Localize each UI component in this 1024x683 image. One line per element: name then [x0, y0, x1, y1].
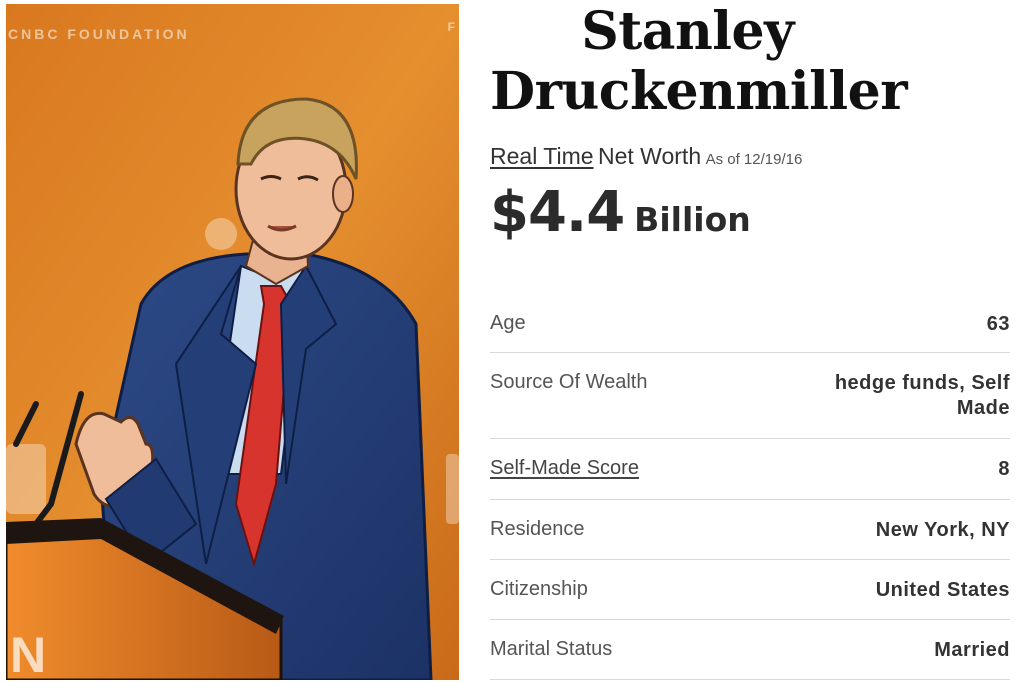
stat-label: Age: [490, 312, 526, 334]
background-banner-text: CNBC FOUNDATION: [8, 26, 190, 42]
profile-photo: N CNBC FOUNDATION F: [6, 4, 459, 680]
stat-label: Source Of Wealth: [490, 371, 648, 393]
stat-row-residence: Residence New York, NY: [490, 500, 1010, 560]
stat-value: New York, NY: [875, 519, 1010, 541]
stat-row-marital-status: Marital Status Married: [490, 620, 1010, 680]
background-banner-text-right: F: [447, 20, 455, 34]
real-time-link[interactable]: Real Time: [490, 143, 594, 169]
stat-value: 8: [998, 458, 1010, 480]
svg-text:N: N: [10, 627, 46, 680]
stat-label: Citizenship: [490, 578, 588, 600]
stat-value: 63: [986, 313, 1010, 335]
stat-value: Married: [934, 639, 1010, 661]
as-of-date: As of 12/19/16: [705, 151, 803, 168]
net-worth-amount: $4.4: [490, 180, 625, 245]
net-worth-value: $4.4 Billion: [490, 180, 751, 245]
stat-row-self-made-score: Self-Made Score 8: [490, 439, 1010, 500]
stat-value: hedge funds, Self Made: [834, 372, 1010, 419]
stat-row-citizenship: Citizenship United States: [490, 560, 1010, 620]
stat-row-age: Age 63: [490, 294, 1010, 353]
stat-label: Residence: [490, 518, 585, 540]
net-worth-header: Real Time Net Worth As of 12/19/16: [490, 143, 802, 170]
stats-table: Age 63 Source Of Wealth hedge funds, Sel…: [490, 294, 1010, 680]
self-made-score-link[interactable]: Self-Made Score: [490, 457, 639, 479]
speaker-illustration: N: [6, 4, 459, 680]
person-name: Stanley Druckenmiller: [490, 1, 908, 122]
stat-value: United States: [875, 579, 1010, 601]
profile-panel: Stanley Druckenmiller Real Time Net Wort…: [490, 0, 1010, 683]
stat-row-source-of-wealth: Source Of Wealth hedge funds, Self Made: [490, 353, 1010, 439]
net-worth-unit: Billion: [634, 200, 751, 239]
stat-label: Marital Status: [490, 638, 613, 660]
net-worth-label: Net Worth: [598, 143, 702, 169]
